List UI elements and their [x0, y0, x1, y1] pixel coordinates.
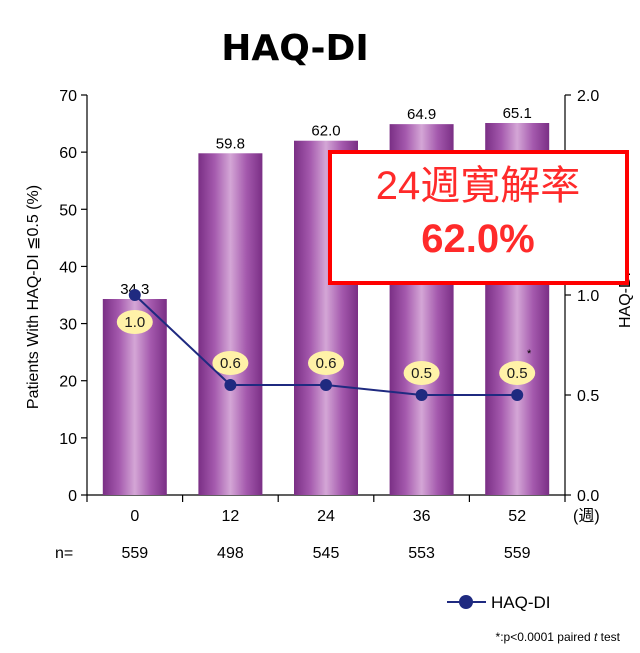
line-label-bubble — [499, 361, 536, 385]
n-row: n= 559 498 545 553 559 — [55, 545, 531, 562]
line-value-label: 0.5 — [507, 365, 528, 382]
n-label: n= — [55, 545, 73, 562]
left-tick-label: 60 — [59, 145, 77, 162]
line-label-bubble — [308, 351, 344, 375]
left-tick-label: 30 — [59, 317, 77, 334]
legend-label: HAQ-DI — [491, 593, 551, 612]
n-value: 545 — [313, 545, 340, 562]
line-point — [224, 379, 237, 391]
x-tick-label: 12 — [222, 508, 240, 525]
n-value: 553 — [408, 545, 435, 562]
line-point — [511, 389, 524, 401]
x-axis-unit: (週) — [573, 507, 600, 525]
callout-line1: 24週寛解率 — [376, 164, 581, 208]
left-tick-label: 10 — [59, 431, 77, 448]
right-y-axis-label: HAQ-DI — [617, 272, 634, 328]
bar-value-label: 59.8 — [216, 135, 245, 152]
legend: HAQ-DI — [447, 593, 551, 612]
line-label-bubble — [403, 361, 440, 385]
line-point — [128, 289, 141, 301]
significance-asterisk: * — [527, 348, 532, 360]
callout-box: 24週寛解率 62.0% — [328, 150, 629, 285]
n-value: 559 — [504, 545, 531, 562]
n-value: 498 — [217, 545, 244, 562]
left-y-axis: 0 10 20 30 40 50 60 70 — [59, 88, 88, 505]
bar-value-label: 62.0 — [311, 123, 340, 140]
line-series: 1.0 0.6 0.6 0.5 0.5 * — [116, 289, 536, 401]
left-tick-label: 40 — [59, 259, 77, 276]
legend-marker — [459, 595, 473, 609]
right-tick-label: 0.0 — [577, 488, 599, 505]
right-tick-label: 2.0 — [577, 88, 599, 105]
line-value-label: 1.0 — [124, 314, 145, 331]
bar-series — [102, 123, 550, 496]
x-tick-label: 24 — [317, 508, 335, 525]
line-point — [320, 379, 332, 391]
bar — [198, 153, 263, 496]
left-tick-label: 0 — [68, 488, 77, 505]
line-value-label: 0.6 — [316, 355, 337, 372]
line-value-label: 0.6 — [220, 355, 241, 372]
x-tick-label: 0 — [130, 508, 139, 525]
footnote: *:p<0.0001 paired t test — [496, 630, 621, 644]
line-label-bubble — [212, 351, 249, 375]
line-point — [415, 389, 428, 401]
bar-value-label: 64.9 — [407, 106, 436, 123]
line-label-bubble — [116, 310, 153, 334]
right-tick-label: 0.5 — [577, 388, 599, 405]
left-y-axis-label: Patients With HAQ-DI ≦0.5 (%) — [25, 185, 42, 409]
left-tick-label: 20 — [59, 374, 77, 391]
x-tick-label: 52 — [508, 508, 526, 525]
x-axis: 0 12 24 36 52 (週) — [86, 494, 600, 525]
bar-value-label: 65.1 — [503, 105, 532, 122]
n-value: 559 — [121, 545, 148, 562]
left-tick-label: 50 — [59, 202, 77, 219]
line-value-label: 0.5 — [411, 365, 432, 382]
right-tick-label: 1.0 — [577, 288, 599, 305]
chart-title: HAQ-DI — [221, 28, 368, 69]
bar-value-labels: 34.359.862.064.965.1 — [120, 105, 532, 298]
left-tick-label: 70 — [59, 88, 77, 105]
callout-line2: 62.0% — [421, 217, 534, 261]
x-tick-label: 36 — [413, 508, 431, 525]
